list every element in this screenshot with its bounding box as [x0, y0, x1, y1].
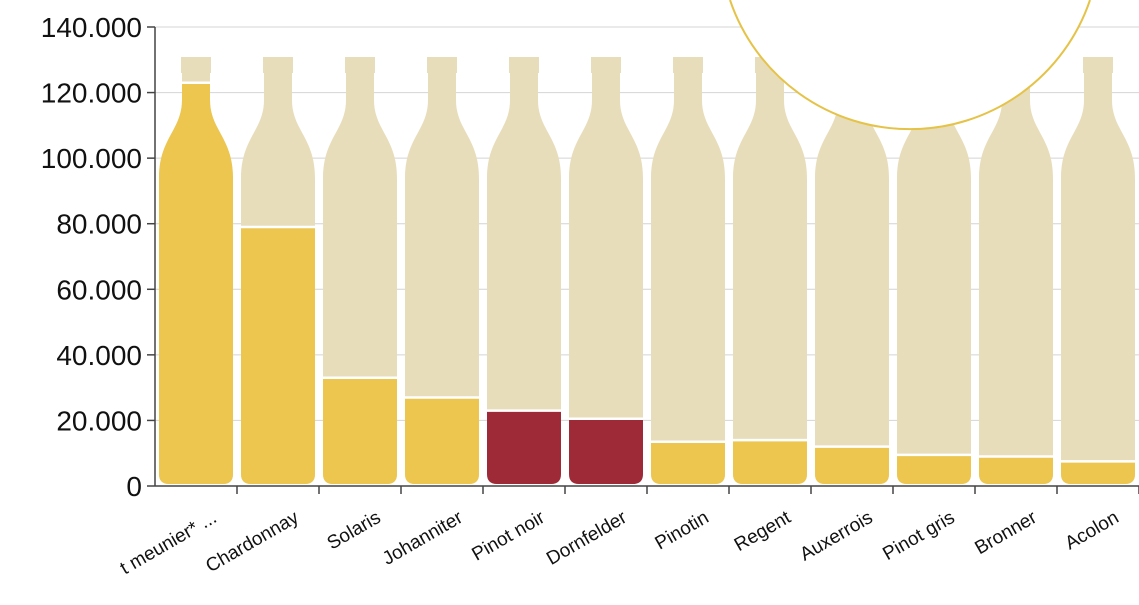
bottle-background — [815, 57, 889, 484]
x-tick-label: Pinot noir — [468, 507, 549, 566]
x-tick-label: Pinot gris — [879, 507, 958, 565]
bottle-bar — [648, 57, 728, 488]
y-tick-label: 0 — [126, 471, 142, 502]
bottles — [156, 57, 1138, 488]
y-tick-label: 40.000 — [56, 340, 142, 371]
bottle-background — [897, 57, 971, 484]
bottle-background — [487, 57, 561, 484]
bottle-bar — [238, 57, 318, 488]
y-tick-label: 100.000 — [41, 143, 142, 174]
bottle-bar — [812, 57, 892, 488]
bar-fill[interactable] — [730, 440, 810, 488]
bar-fill[interactable] — [1058, 461, 1138, 488]
y-tick-label: 120.000 — [41, 78, 142, 109]
x-tick-label: Dornfelder — [543, 507, 631, 570]
bar-fill[interactable] — [402, 397, 482, 488]
bar-fill[interactable] — [484, 410, 564, 488]
x-tick-label: Bronner — [971, 507, 1041, 559]
bottle-background — [979, 57, 1053, 484]
bottle-bar — [730, 57, 810, 488]
bar-fill[interactable] — [238, 226, 318, 488]
callout-circle — [729, 0, 1091, 131]
gridlines — [155, 26, 1139, 421]
x-tick-label: t meunier* ... — [117, 507, 221, 579]
bottle-bar — [1058, 57, 1138, 488]
x-tick-label: Pinotin — [652, 507, 713, 554]
bottle-bar — [484, 57, 564, 488]
bottle-bar — [402, 57, 482, 488]
bottle-bar — [156, 57, 236, 488]
bottle-background — [1061, 57, 1135, 484]
y-tick-label: 20.000 — [56, 405, 142, 436]
x-tick-label: Solaris — [324, 507, 385, 554]
bottle-background — [651, 57, 725, 484]
bottle-background — [405, 57, 479, 484]
y-tick-label: 60.000 — [56, 274, 142, 305]
bar-fill[interactable] — [566, 418, 646, 488]
x-tick-label: Chardonnay — [202, 507, 303, 577]
x-tick-label: Acolon — [1062, 507, 1123, 554]
bar-fill[interactable] — [812, 446, 892, 488]
bottle-bar — [894, 57, 974, 488]
bar-fill[interactable] — [976, 456, 1056, 488]
bar-fill[interactable] — [156, 82, 236, 488]
bar-fill[interactable] — [648, 441, 728, 488]
bottle-bar — [566, 57, 646, 488]
x-tick-label: Auxerrois — [797, 507, 877, 565]
y-tick-label: 80.000 — [56, 209, 142, 240]
bar-fill[interactable] — [894, 454, 974, 488]
bottle-background — [569, 57, 643, 484]
x-tick-label: Johanniter — [379, 507, 467, 570]
y-tick-label: 140.000 — [41, 12, 142, 43]
x-tick-label: Regent — [731, 507, 795, 556]
bottle-background — [733, 57, 807, 484]
callout — [729, 0, 1091, 131]
bottle-bar — [976, 57, 1056, 488]
bar-fill[interactable] — [320, 377, 400, 488]
bottle-bar — [320, 57, 400, 488]
